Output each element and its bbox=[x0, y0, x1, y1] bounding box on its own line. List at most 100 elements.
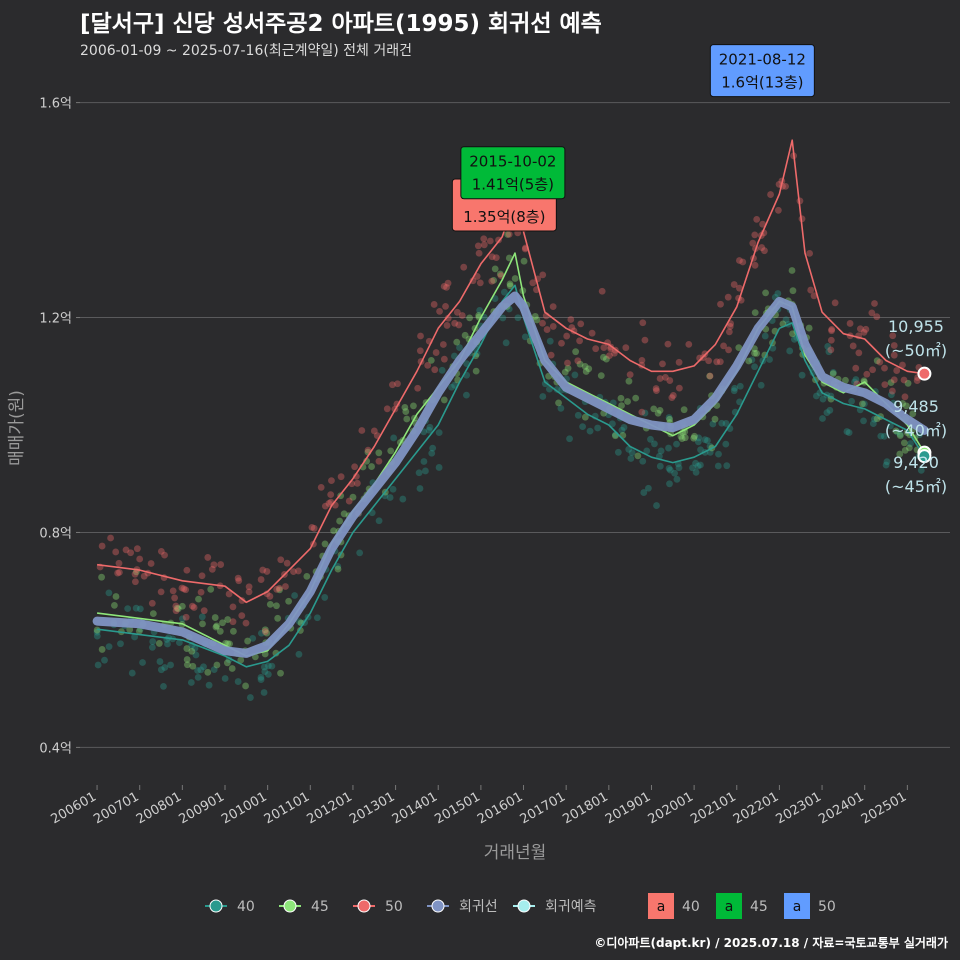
scatter-point bbox=[136, 555, 144, 563]
scatter-point bbox=[561, 368, 569, 376]
scatter-point bbox=[691, 432, 698, 440]
scatter-point bbox=[862, 325, 870, 333]
scatter-point bbox=[722, 440, 730, 448]
scatter-point bbox=[502, 339, 510, 347]
scatter-point bbox=[723, 462, 731, 470]
scatter-point bbox=[748, 356, 756, 364]
scatter-point bbox=[890, 351, 898, 359]
scatter-point bbox=[111, 601, 118, 609]
scatter-point bbox=[726, 323, 734, 330]
scatter-point bbox=[626, 371, 634, 379]
scatter-point bbox=[736, 382, 744, 390]
scatter-point bbox=[724, 293, 732, 301]
scatter-point bbox=[440, 355, 448, 363]
scatter-point bbox=[375, 449, 383, 457]
scatter-point bbox=[131, 570, 139, 578]
x-tick-label: 201201 bbox=[304, 789, 354, 827]
scatter-point bbox=[226, 640, 234, 648]
scatter-point bbox=[863, 370, 871, 378]
legend-label: 50 bbox=[385, 899, 403, 915]
scatter-point bbox=[161, 551, 168, 559]
end-label-value: 9,485 bbox=[893, 397, 939, 416]
scatter-point bbox=[598, 287, 606, 295]
scatter-point bbox=[337, 473, 345, 481]
scatter-point bbox=[831, 299, 839, 307]
scatter-point bbox=[375, 517, 383, 525]
scatter-point bbox=[257, 629, 265, 637]
scatter-point bbox=[588, 329, 596, 337]
legend-box-label: 45 bbox=[750, 899, 768, 915]
annotation-date: 2015-10-02 bbox=[469, 153, 556, 171]
scatter-point bbox=[182, 613, 190, 621]
scatter-point bbox=[624, 398, 631, 405]
scatter-point bbox=[638, 357, 646, 364]
legend: 40 45 50 회귀선 회귀예측 a 40 a 45 a 50 bbox=[205, 893, 836, 919]
scatter-point bbox=[893, 428, 901, 436]
legend-item: 40 bbox=[205, 899, 255, 915]
scatter-point bbox=[93, 628, 101, 636]
x-axis-title: 거래년월 bbox=[484, 843, 547, 863]
scatter-point bbox=[695, 434, 703, 442]
scatter-point bbox=[704, 437, 711, 444]
x-tick-label: 201601 bbox=[475, 789, 525, 827]
scatter-point bbox=[429, 444, 437, 452]
scatter-point bbox=[852, 376, 860, 383]
scatter-point bbox=[387, 447, 395, 455]
scatter-point bbox=[161, 664, 169, 671]
scatter-point bbox=[758, 244, 766, 251]
scatter-point bbox=[823, 409, 831, 417]
scatter-point bbox=[273, 585, 281, 593]
scatter-point bbox=[189, 602, 196, 610]
scatter-point bbox=[557, 404, 565, 412]
scatter-point bbox=[585, 365, 593, 373]
legend-swatch bbox=[431, 899, 445, 913]
scatter-point bbox=[191, 644, 199, 652]
scatter-point bbox=[887, 379, 895, 387]
scatter-point bbox=[520, 257, 528, 265]
scatter-point bbox=[424, 361, 432, 369]
scatter-point bbox=[718, 419, 726, 427]
scatter-point bbox=[425, 426, 433, 434]
scatter-point bbox=[889, 332, 897, 340]
scatter-point bbox=[428, 449, 436, 457]
scatter-point bbox=[767, 191, 774, 198]
annotation-callout: 2021-08-12 1.6억(13층) bbox=[709, 44, 815, 98]
scatter-point bbox=[902, 402, 910, 410]
scatter-point bbox=[490, 277, 498, 284]
scatter-point bbox=[577, 320, 585, 328]
scatter-point bbox=[133, 545, 141, 553]
scatter-point bbox=[260, 663, 268, 671]
scatter-point bbox=[321, 540, 329, 548]
chart-subtitle: 2006-01-09 ~ 2025-07-16(최근계약일) 전체 거래건 bbox=[80, 43, 412, 59]
scatter-point bbox=[349, 493, 357, 501]
scatter-point bbox=[751, 349, 758, 357]
scatter-point bbox=[568, 324, 576, 331]
scatter-point bbox=[274, 614, 282, 622]
scatter-point bbox=[730, 281, 738, 288]
scatter-point bbox=[194, 673, 202, 681]
scatter-point bbox=[127, 549, 135, 557]
legend-label: 45 bbox=[311, 899, 329, 915]
scatter-point bbox=[665, 414, 673, 421]
scatter-point bbox=[893, 367, 901, 374]
legend-item: 50 bbox=[353, 899, 403, 915]
scatter-point bbox=[474, 242, 482, 250]
scatter-point bbox=[416, 485, 424, 492]
end-label-area: (~45㎡) bbox=[885, 477, 947, 496]
scatter-point bbox=[665, 444, 672, 452]
scatter-point bbox=[711, 415, 719, 423]
scatter-point bbox=[210, 561, 218, 569]
scatter-point bbox=[242, 682, 249, 690]
scatter-point bbox=[606, 352, 613, 360]
scatter-point bbox=[194, 667, 201, 674]
scatter-point bbox=[414, 384, 422, 392]
scatter-point bbox=[234, 678, 242, 685]
scatter-point bbox=[496, 270, 504, 278]
scatter-point bbox=[715, 450, 722, 458]
scatter-point bbox=[567, 316, 575, 323]
scatter-point bbox=[245, 583, 253, 591]
scatter-point bbox=[620, 424, 628, 431]
scatter-point bbox=[826, 406, 834, 414]
scatter-point bbox=[868, 309, 876, 317]
scatter-point bbox=[888, 387, 896, 395]
